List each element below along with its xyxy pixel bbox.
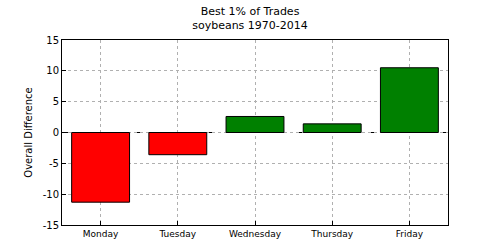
svg-text:Overall Difference: Overall Difference [23,87,34,177]
svg-text:15: 15 [46,35,59,46]
svg-text:-15: -15 [43,220,59,231]
svg-text:Wednesday: Wednesday [229,229,282,239]
svg-text:Thursday: Thursday [310,229,354,239]
svg-text:10: 10 [46,65,59,76]
svg-text:-5: -5 [49,158,59,169]
svg-text:5: 5 [53,96,59,107]
svg-text:Best 1% of Tradessoybeans 1970: Best 1% of Tradessoybeans 1970-2014 [192,5,308,32]
svg-text:0: 0 [53,127,59,138]
svg-text:Friday: Friday [396,229,424,239]
svg-text:Tuesday: Tuesday [158,229,196,239]
svg-text:-10: -10 [43,189,59,200]
svg-text:Monday: Monday [83,229,119,239]
